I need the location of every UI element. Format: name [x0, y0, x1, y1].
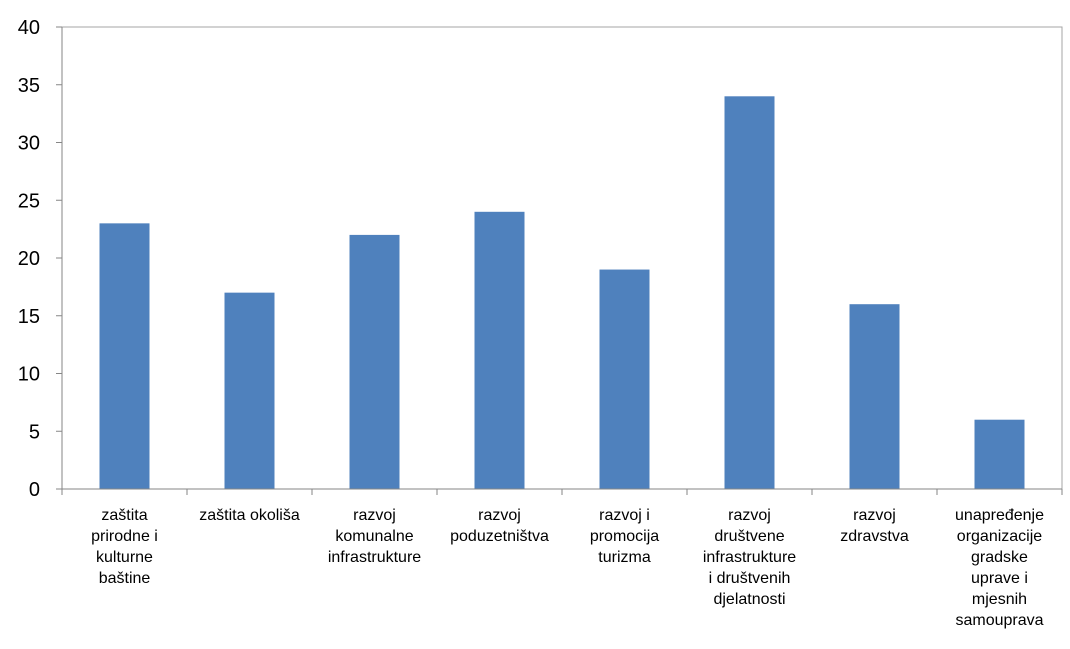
y-tick-label: 30: [18, 133, 40, 155]
x-tick-label-line: promocija: [590, 528, 659, 545]
x-tick-label-line: društvene: [714, 528, 784, 545]
x-tick-label: razvoj zdravstva: [840, 507, 909, 545]
axes-group: [56, 26, 1063, 495]
x-tick-label-line: djelatnosti: [713, 591, 785, 608]
x-tick-label: razvoj društvene infrastrukture i društveni…: [703, 507, 796, 608]
y-tick-label: 15: [18, 306, 40, 328]
x-tick-label-line: razvoj: [353, 507, 396, 524]
x-tick-label-line: razvoj i: [599, 507, 650, 524]
x-tick-label-line: zaštita okoliša: [199, 507, 300, 524]
bar: [349, 234, 400, 489]
x-tick-labels: zaštita prirodne i kulturne baštine zaštita …: [91, 507, 1044, 629]
bar: [724, 96, 775, 490]
x-tick-label-line: infrastrukture: [328, 549, 421, 566]
x-tick-label-line: prirodne i: [91, 528, 158, 545]
x-tick-label-line: kulturne: [96, 549, 153, 566]
y-tick-label: 0: [29, 479, 40, 501]
x-tick-label-line: uprave i: [971, 570, 1028, 587]
x-tick-label-line: razvoj: [853, 507, 896, 524]
x-tick-label-line: razvoj: [478, 507, 521, 524]
x-tick-label-line: baštine: [99, 570, 151, 587]
x-tick-label-line: razvoj: [728, 507, 771, 524]
y-tick-label: 40: [18, 17, 40, 39]
x-tick-label: unapređenje organizacije gradske uprave i mj…: [955, 507, 1044, 629]
bar: [99, 223, 150, 489]
x-tick-label-line: turizma: [598, 549, 651, 566]
y-tick-label: 10: [18, 364, 40, 386]
y-tick-label: 5: [29, 421, 40, 443]
x-tick-label-line: zaštita: [101, 507, 147, 524]
x-tick-label-line: mjesnih: [972, 591, 1027, 608]
plot-area: [61, 26, 1063, 490]
x-tick-label-line: i društvenih: [709, 570, 791, 587]
x-tick-label-line: gradske: [971, 549, 1028, 566]
x-tick-label-line: poduzetništva: [450, 528, 549, 545]
bar: [224, 292, 275, 489]
x-tick-label-line: organizacije: [957, 528, 1042, 545]
bars-group: [99, 96, 1025, 490]
x-tick-label: razvoj i promocija turizma: [590, 507, 659, 566]
x-tick-label: zaštita prirodne i kulturne baštine: [91, 507, 158, 587]
x-tick-label-line: samouprava: [955, 612, 1043, 629]
x-tick-label: razvoj komunalne infrastrukture: [328, 507, 421, 566]
x-tick-label: razvoj poduzetništva: [450, 507, 549, 545]
y-tick-label: 20: [18, 248, 40, 270]
bar: [849, 304, 900, 489]
bar: [599, 269, 650, 489]
bar: [474, 211, 525, 490]
y-tick-labels: 0 5 10 15 20 25 30 35 40: [18, 17, 40, 501]
x-tick-label-line: komunalne: [335, 528, 413, 545]
y-tick-label: 25: [18, 190, 40, 212]
x-tick-label-line: unapređenje: [955, 507, 1044, 524]
x-tick-label-line: zdravstva: [840, 528, 909, 545]
y-tick-label: 35: [18, 75, 40, 97]
bar: [974, 419, 1025, 489]
x-tick-label-line: infrastrukture: [703, 549, 796, 566]
x-tick-label: zaštita okoliša: [199, 507, 300, 524]
